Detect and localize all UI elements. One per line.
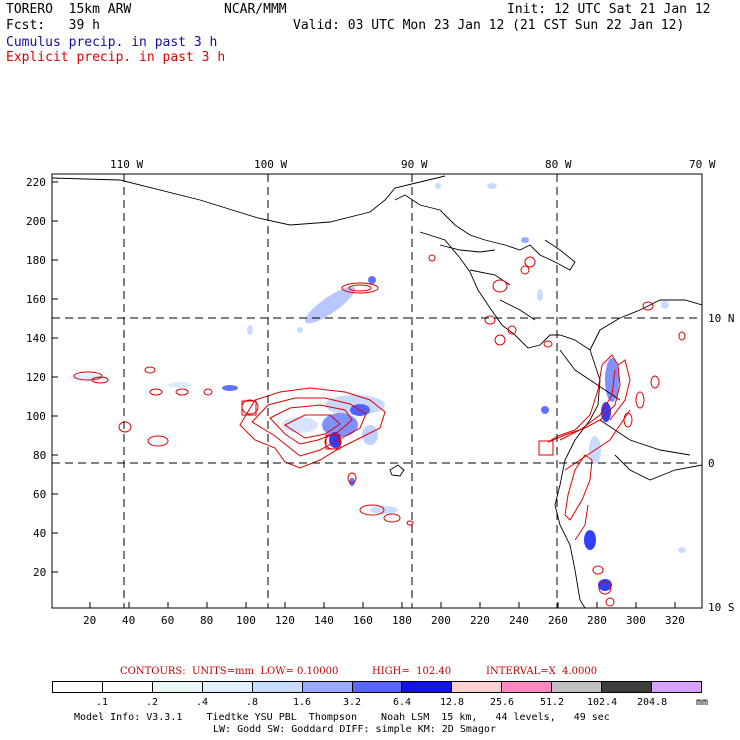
x-tick-label: 220 xyxy=(470,614,490,627)
model-info-line1: Model Info: V3.3.1 Tiedtke YSU PBL Thomp… xyxy=(74,712,610,723)
contour-info: CONTOURS: UNITS=mm LOW= 0.10000 xyxy=(120,666,339,677)
legend-label: .4 xyxy=(196,697,209,708)
coastlines xyxy=(52,175,702,608)
x-tick-label: 160 xyxy=(353,614,373,627)
x-tick-label: 120 xyxy=(275,614,295,627)
x-tick-label: 180 xyxy=(392,614,412,627)
y-tick-label: 200 xyxy=(26,215,46,228)
legend-label: 25.6 xyxy=(490,697,515,708)
legend-swatch xyxy=(53,682,102,692)
lat-label: 10 S xyxy=(708,601,735,614)
legend-swatch xyxy=(201,682,252,692)
contour-interval: INTERVAL=X 4.0000 xyxy=(486,666,598,677)
y-tick-label: 140 xyxy=(26,332,46,345)
x-tick-label: 80 xyxy=(200,614,214,627)
y-tick-label: 220 xyxy=(26,176,46,189)
legend-label: 12.8 xyxy=(440,697,465,708)
field-title-explicit: Explicit precip. in past 3 h xyxy=(6,50,226,65)
explicit-precip-contours xyxy=(73,254,686,607)
legend-swatch xyxy=(101,682,152,692)
contour-high: HIGH= 102.40 xyxy=(372,666,452,677)
color-legend-bar xyxy=(52,681,702,693)
legend-label: 204.8 xyxy=(637,697,668,708)
y-tick-label: 160 xyxy=(26,293,46,306)
y-tick-label: 20 xyxy=(33,566,47,579)
y-tick-label: 80 xyxy=(33,449,47,462)
legend-swatch xyxy=(451,682,502,692)
legend-swatch xyxy=(501,682,552,692)
legend-swatch xyxy=(351,682,402,692)
legend-label: .8 xyxy=(246,697,259,708)
x-tick-label: 240 xyxy=(509,614,529,627)
lon-label: 100 W xyxy=(254,158,288,171)
lon-label: 110 W xyxy=(110,158,144,171)
legend-label: 102.4 xyxy=(587,697,618,708)
legend-swatch xyxy=(401,682,452,692)
legend-swatch xyxy=(551,682,602,692)
center-name: NCAR/MMM xyxy=(224,2,287,17)
x-tick-label: 20 xyxy=(83,614,97,627)
highlight-boxes xyxy=(241,400,554,456)
lat-label: 0 xyxy=(708,457,715,470)
init-time: Init: 12 UTC Sat 21 Jan 12 xyxy=(507,2,711,17)
x-tick-label: 320 xyxy=(665,614,685,627)
y-tick-label: 100 xyxy=(26,410,46,423)
legend-swatch xyxy=(651,682,701,692)
y-tick-label: 180 xyxy=(26,254,46,267)
valid-time: Valid: 03 UTC Mon 23 Jan 12 (21 CST Sun … xyxy=(293,18,685,33)
lat-lon-grid xyxy=(52,174,702,608)
x-tick-label: 300 xyxy=(626,614,646,627)
y-tick-label: 120 xyxy=(26,371,46,384)
legend-swatch xyxy=(251,682,302,692)
lat-label: 10 N xyxy=(708,312,735,325)
legend-swatch xyxy=(601,682,652,692)
x-tick-label: 100 xyxy=(236,614,256,627)
x-tick-label: 200 xyxy=(431,614,451,627)
field-title-cumulus: Cumulus precip. in past 3 h xyxy=(6,35,218,50)
model-info-line2: LW: Godd SW: Goddard DIFF: simple KM: 2D… xyxy=(213,724,496,735)
lon-label: 80 W xyxy=(545,158,572,171)
x-tick-label: 40 xyxy=(122,614,136,627)
legend-label: 3.2 xyxy=(343,697,362,708)
x-tick-label: 60 xyxy=(161,614,175,627)
model-name: TORERO 15km ARW xyxy=(6,2,132,17)
legend-units: mm xyxy=(696,697,709,708)
lon-label: 70 W xyxy=(689,158,716,171)
y-tick-label: 40 xyxy=(33,527,47,540)
x-tick-label: 280 xyxy=(587,614,607,627)
y-tick-label: 60 xyxy=(33,488,47,501)
legend-label: .1 xyxy=(96,697,109,708)
legend-swatch xyxy=(301,682,352,692)
legend-label: 51.2 xyxy=(540,697,565,708)
forecast-hour: Fcst: 39 h xyxy=(6,18,100,33)
legend-label: 6.4 xyxy=(393,697,412,708)
legend-swatch xyxy=(151,682,202,692)
lon-label: 90 W xyxy=(401,158,428,171)
x-tick-label: 140 xyxy=(314,614,334,627)
plot-frame xyxy=(51,173,703,609)
cumulus-precip-shading xyxy=(70,183,686,591)
legend-label: 1.6 xyxy=(293,697,312,708)
axis-ticks xyxy=(52,181,676,608)
legend-label: .2 xyxy=(146,697,159,708)
x-tick-label: 260 xyxy=(548,614,568,627)
